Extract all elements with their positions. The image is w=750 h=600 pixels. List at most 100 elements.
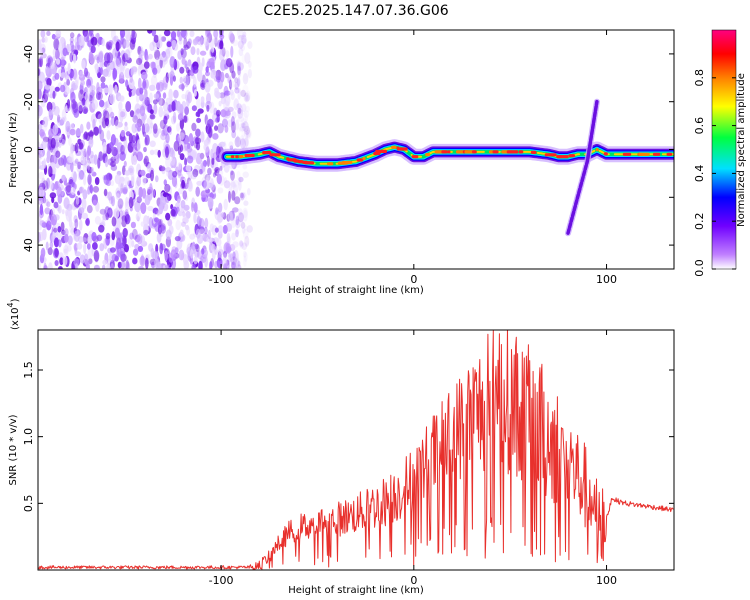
noise-speckle bbox=[224, 110, 231, 117]
noise-speckle bbox=[128, 90, 132, 98]
noise-speckle bbox=[122, 186, 128, 194]
noise-speckle bbox=[118, 181, 125, 189]
noise-speckle bbox=[181, 57, 186, 65]
noise-speckle bbox=[51, 234, 55, 242]
noise-speckle bbox=[190, 249, 194, 259]
noise-speckle bbox=[214, 36, 218, 48]
noise-speckle bbox=[80, 155, 86, 165]
noise-speckle bbox=[236, 30, 244, 38]
noise-speckle bbox=[201, 160, 206, 173]
noise-speckle bbox=[136, 108, 141, 114]
noise-speckle bbox=[216, 173, 222, 185]
noise-speckle bbox=[246, 225, 253, 233]
noise-speckle bbox=[45, 66, 50, 75]
noise-speckle bbox=[38, 186, 45, 198]
noise-speckle bbox=[153, 43, 158, 52]
noise-speckle bbox=[191, 202, 195, 212]
noise-speckle bbox=[141, 71, 148, 80]
noise-speckle bbox=[203, 226, 208, 235]
noise-speckle bbox=[166, 41, 172, 48]
noise-speckle bbox=[168, 88, 173, 101]
noise-speckle bbox=[136, 139, 141, 152]
noise-speckle bbox=[72, 68, 78, 80]
noise-speckle bbox=[238, 105, 244, 116]
noise-speckle bbox=[214, 246, 218, 255]
noise-speckle bbox=[117, 261, 122, 269]
noise-speckle bbox=[96, 82, 100, 94]
noise-speckle bbox=[38, 219, 43, 231]
noise-speckle bbox=[58, 157, 65, 166]
noise-speckle bbox=[54, 86, 60, 92]
noise-speckle bbox=[179, 144, 184, 152]
noise-speckle bbox=[104, 52, 111, 63]
noise-speckle bbox=[132, 228, 138, 240]
noise-speckle bbox=[39, 129, 45, 137]
noise-speckle bbox=[48, 165, 53, 178]
noise-speckle bbox=[242, 121, 249, 133]
noise-speckle bbox=[133, 248, 139, 256]
noise-speckle bbox=[232, 39, 239, 46]
noise-speckle bbox=[225, 50, 230, 58]
noise-speckle bbox=[130, 67, 134, 76]
noise-speckle bbox=[230, 71, 236, 78]
noise-speckle bbox=[125, 131, 131, 137]
noise-speckle bbox=[88, 51, 94, 62]
noise-speckle bbox=[210, 148, 214, 159]
noise-speckle bbox=[140, 221, 144, 227]
snr-line bbox=[38, 330, 674, 570]
noise-speckle bbox=[137, 245, 144, 252]
noise-speckle bbox=[220, 71, 225, 83]
y-tick-label: 20 bbox=[22, 190, 35, 204]
noise-speckle bbox=[111, 231, 116, 241]
noise-speckle bbox=[119, 204, 123, 213]
noise-speckle bbox=[185, 165, 192, 172]
noise-speckle bbox=[165, 146, 169, 159]
noise-speckle bbox=[228, 141, 234, 149]
noise-speckle bbox=[136, 233, 143, 245]
noise-speckle bbox=[240, 44, 245, 52]
noise-speckle bbox=[48, 262, 53, 269]
noise-speckle bbox=[99, 67, 104, 76]
noise-speckle bbox=[237, 62, 244, 71]
noise-speckle bbox=[177, 211, 183, 217]
noise-speckle bbox=[211, 46, 215, 53]
noise-speckle bbox=[232, 207, 239, 213]
noise-speckle bbox=[165, 229, 172, 240]
noise-speckle bbox=[113, 36, 117, 42]
noise-speckle bbox=[76, 242, 83, 250]
frequency-ridge-layer bbox=[218, 98, 674, 237]
noise-speckle bbox=[124, 176, 130, 187]
noise-speckle bbox=[123, 125, 129, 132]
noise-speckle bbox=[109, 259, 115, 269]
noise-speckle bbox=[184, 157, 188, 166]
noise-speckle bbox=[70, 144, 74, 154]
noise-speckle bbox=[241, 37, 247, 44]
noise-speckle bbox=[179, 132, 185, 141]
noise-speckle bbox=[147, 205, 154, 212]
noise-speckle bbox=[139, 93, 144, 102]
noise-speckle bbox=[196, 98, 201, 109]
y-tick-label: -40 bbox=[22, 45, 35, 63]
noise-speckle bbox=[138, 63, 145, 70]
noise-speckle bbox=[138, 186, 144, 198]
noise-speckle bbox=[49, 180, 54, 190]
noise-speckle bbox=[81, 97, 86, 106]
noise-speckle bbox=[159, 218, 164, 231]
noise-speckle bbox=[229, 79, 232, 90]
noise-speckle bbox=[224, 263, 229, 269]
noise-speckle bbox=[231, 190, 236, 201]
ridge-peak bbox=[425, 153, 431, 157]
spectrogram-y-axis-label: Frequency (Hz) bbox=[8, 112, 19, 188]
noise-speckle bbox=[99, 208, 107, 215]
noise-speckle bbox=[203, 188, 211, 195]
noise-speckle bbox=[204, 144, 210, 153]
noise-speckle bbox=[242, 163, 248, 170]
noise-speckle bbox=[81, 212, 88, 220]
noise-speckle bbox=[231, 111, 237, 119]
noise-speckle bbox=[237, 40, 244, 49]
noise-speckle bbox=[39, 203, 44, 216]
noise-speckle bbox=[142, 131, 147, 137]
noise-speckle bbox=[226, 232, 231, 243]
noise-speckle bbox=[130, 221, 136, 229]
noise-speckle bbox=[42, 116, 49, 128]
